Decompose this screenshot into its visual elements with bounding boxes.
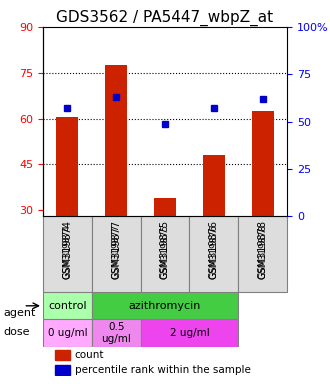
FancyBboxPatch shape <box>92 319 141 347</box>
Text: 2 ug/ml: 2 ug/ml <box>170 328 209 338</box>
Text: azithromycin: azithromycin <box>129 301 201 311</box>
Bar <box>105 65 127 216</box>
Text: dose: dose <box>3 327 30 337</box>
Text: agent: agent <box>3 308 36 318</box>
Text: GSM319877: GSM319877 <box>112 224 121 279</box>
Text: percentile rank within the sample: percentile rank within the sample <box>75 365 250 375</box>
Text: GSM319874: GSM319874 <box>62 220 72 279</box>
Text: count: count <box>75 350 104 360</box>
Bar <box>55 364 70 375</box>
Bar <box>56 117 78 216</box>
FancyBboxPatch shape <box>43 319 92 347</box>
Bar <box>55 350 70 360</box>
Text: GSM319878: GSM319878 <box>258 220 268 279</box>
Bar <box>203 155 225 216</box>
FancyBboxPatch shape <box>238 216 287 292</box>
Text: GSM319876: GSM319876 <box>209 224 218 279</box>
Text: control: control <box>48 301 87 311</box>
Text: 0 ug/ml: 0 ug/ml <box>48 328 87 338</box>
Text: GSM319875: GSM319875 <box>160 220 170 279</box>
FancyBboxPatch shape <box>141 319 238 347</box>
Text: GSM319875: GSM319875 <box>160 224 170 279</box>
FancyBboxPatch shape <box>141 216 189 292</box>
Bar <box>154 198 176 216</box>
Text: GSM319878: GSM319878 <box>258 224 267 279</box>
FancyBboxPatch shape <box>92 292 238 319</box>
Title: GDS3562 / PA5447_wbpZ_at: GDS3562 / PA5447_wbpZ_at <box>56 9 274 25</box>
FancyBboxPatch shape <box>189 216 238 292</box>
Text: GSM319876: GSM319876 <box>209 220 219 279</box>
Text: GSM319877: GSM319877 <box>111 220 121 279</box>
Text: GSM319874: GSM319874 <box>63 224 72 279</box>
Bar <box>252 111 274 216</box>
FancyBboxPatch shape <box>43 216 92 292</box>
FancyBboxPatch shape <box>92 216 141 292</box>
FancyBboxPatch shape <box>43 292 92 319</box>
Text: 0.5
ug/ml: 0.5 ug/ml <box>101 322 131 344</box>
